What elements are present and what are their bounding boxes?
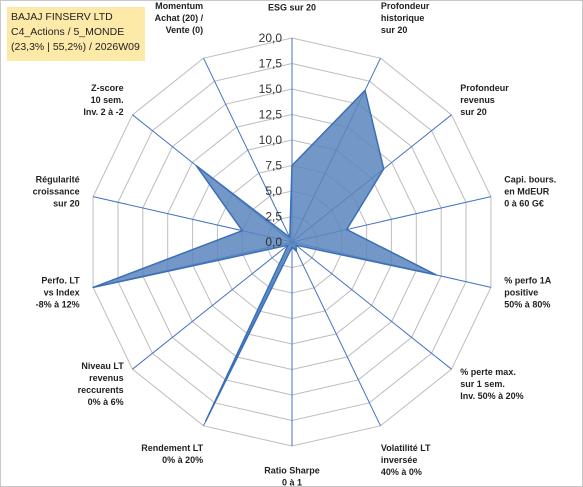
axis-label: Régularité croissance sur 20	[33, 174, 80, 208]
axis-spoke	[132, 241, 293, 370]
radial-tick-label: 15,0	[259, 82, 283, 96]
axis-spoke	[291, 241, 452, 370]
axis-label: Z-score 10 sem. Inv. 2 à -2	[83, 83, 123, 117]
radial-tick-label: 0,0	[265, 235, 282, 249]
axis-label: Perfo. LT vs Index -8% à 12%	[36, 276, 81, 310]
axis-label: Profondeur revenus sur 20	[460, 83, 509, 117]
radial-tick-label: 17,5	[259, 57, 283, 71]
data-series-area	[92, 89, 437, 422]
axis-label: Volatilité LT inversée 40% à 0%	[381, 443, 431, 477]
radial-tick-label: 10,0	[259, 133, 283, 147]
axis-label: Niveau LT revenus reccurents 0% à 6%	[78, 361, 125, 407]
score-week-label: (23,3% | 55,2%) / 2026W09	[11, 41, 140, 53]
category-label: C4_Actions / 5_MONDE	[11, 26, 125, 38]
axis-label: % perte max. sur 1 sem. Inv. 50% à 20%	[460, 367, 523, 401]
axis-label: Ratio Sharpe 0 à 1	[264, 466, 320, 487]
axis-label: Capi. bours. en MdEUR 0 à 60 G€	[504, 174, 556, 208]
axis-spoke	[291, 241, 381, 427]
axis-label: NoteESG sur 20	[268, 0, 316, 12]
axis-label: % perfo 1A positive 50% à 80%	[504, 276, 552, 310]
axis-label: Momentum Achat (20) / Vente (0)	[155, 1, 204, 35]
chart-header: BAJAJ FINSERV LTD C4_Actions / 5_MONDE (…	[7, 7, 145, 61]
radial-tick-label: 5,0	[265, 184, 282, 198]
company-name: BAJAJ FINSERV LTD	[11, 11, 113, 23]
axis-label: Rendement LT 0% à 20%	[141, 443, 203, 465]
radial-tick-label: 12,5	[259, 108, 283, 122]
radial-tick-label: 2,5	[265, 210, 282, 224]
radial-tick-label: 20,0	[259, 31, 283, 45]
radial-tick-label: 7,5	[265, 159, 282, 173]
axis-spoke	[203, 57, 293, 243]
axis-label: Profondeur historique sur 20	[381, 1, 430, 35]
